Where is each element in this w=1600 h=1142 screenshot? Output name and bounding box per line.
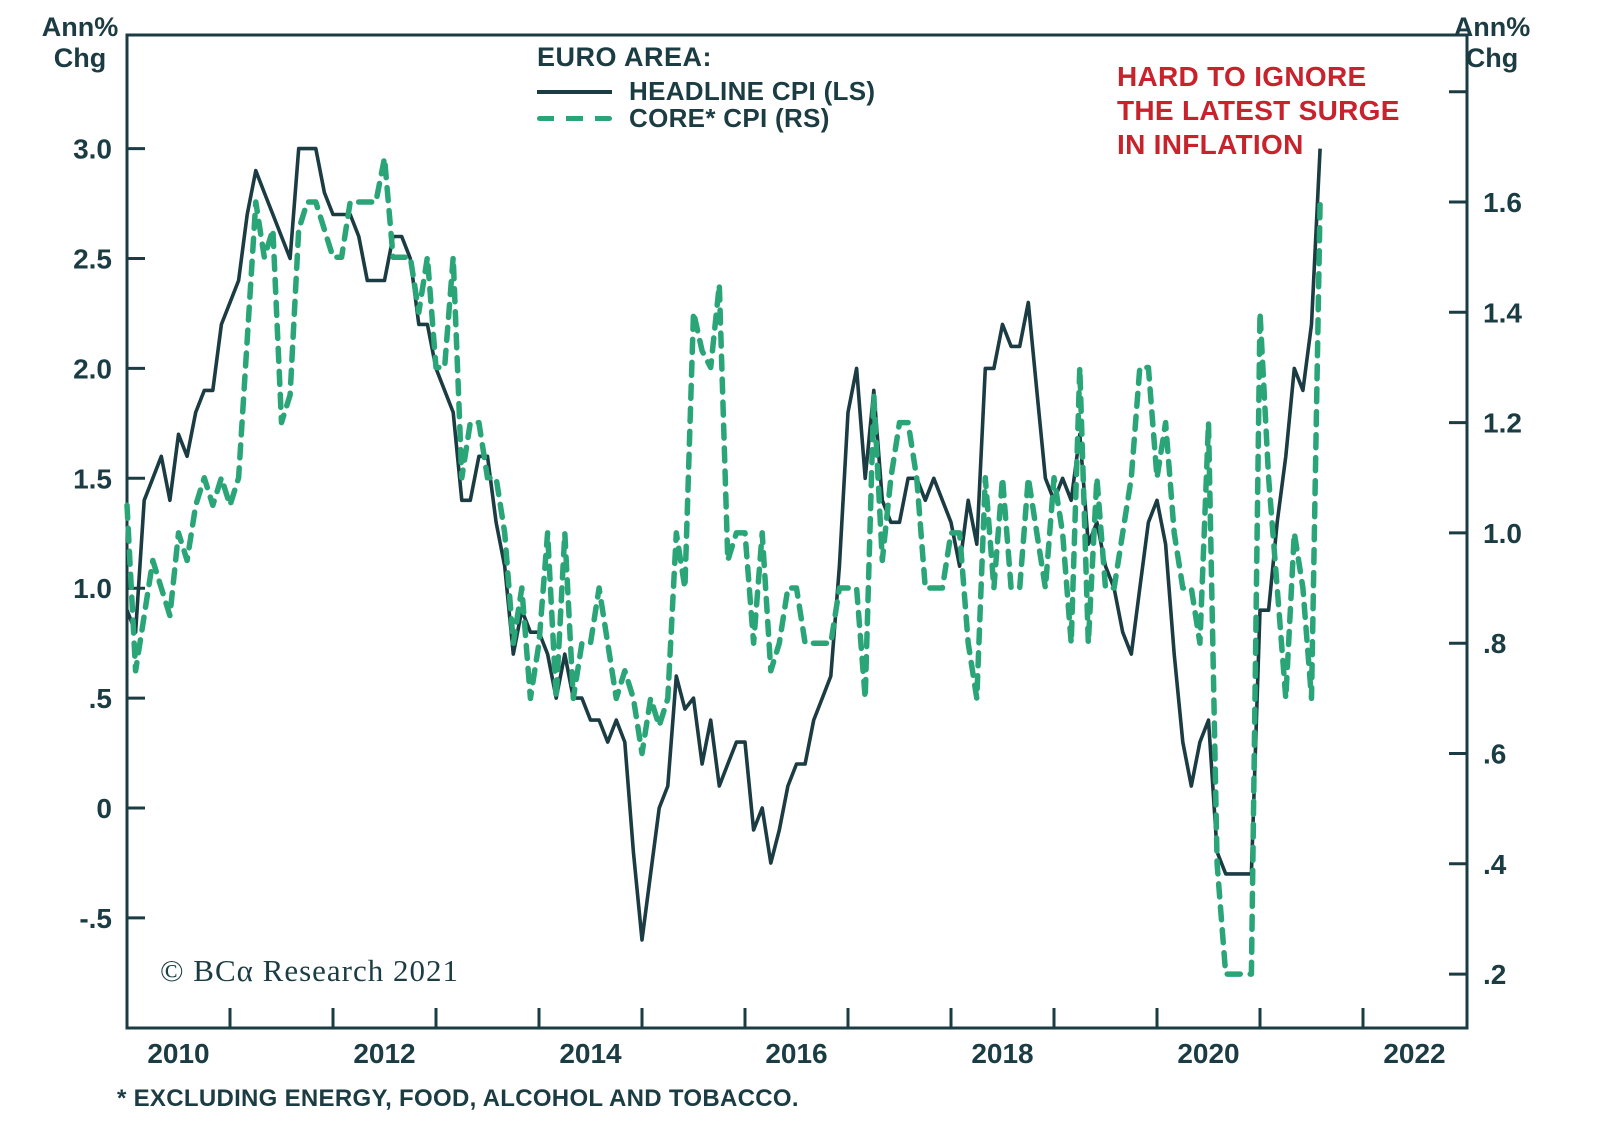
- annotation-line3: IN INFLATION: [1117, 129, 1304, 160]
- right-axis-tick-label: 1.0: [1483, 518, 1522, 549]
- annotation-line2: THE LATEST SURGE: [1117, 95, 1400, 126]
- right-axis-tick-label: .8: [1483, 628, 1506, 659]
- annotation-line1: HARD TO IGNORE: [1117, 61, 1367, 92]
- core-cpi-line: [124, 155, 1323, 977]
- left-axis-tick-label: 1.5: [73, 463, 112, 494]
- right-axis-units-line1: Ann%: [1453, 12, 1531, 42]
- left-axis-tick-label: 1.0: [73, 573, 112, 604]
- left-axis-units-line2: Chg: [53, 43, 107, 73]
- right-axis-units-label: Ann% Chg: [1450, 12, 1534, 74]
- left-axis-tick-label: -.5: [79, 903, 112, 934]
- left-axis-units-label: Ann% Chg: [38, 12, 122, 74]
- right-axis-tick-label: .6: [1483, 739, 1506, 770]
- left-axis-units-line1: Ann%: [41, 12, 119, 42]
- x-axis-year-label: 2020: [1177, 1038, 1239, 1069]
- x-axis-year-label: 2016: [765, 1038, 827, 1069]
- right-axis-tick-label: 1.2: [1483, 408, 1522, 439]
- x-axis-year-label: 2012: [353, 1038, 415, 1069]
- legend-label-headline: HEADLINE CPI (LS): [629, 76, 876, 106]
- right-axis-tick-label: 1.6: [1483, 187, 1522, 218]
- copyright: © BCα Research 2021: [160, 953, 459, 988]
- left-axis-tick-label: 3.0: [73, 134, 112, 165]
- annotation-text: HARD TO IGNORE THE LATEST SURGE IN INFLA…: [1117, 60, 1400, 162]
- plot-border: [125, 33, 1469, 1030]
- legend-row-core: CORE* CPI (RS): [537, 103, 875, 133]
- right-axis-tick-label: .4: [1483, 849, 1507, 880]
- right-axis-units-line2: Chg: [1465, 43, 1519, 73]
- headline-line-swatch: [537, 89, 612, 94]
- right-axis-tick-label: 1.4: [1483, 297, 1522, 328]
- legend: EURO AREA: HEADLINE CPI (LS) CORE* CPI (…: [537, 42, 876, 133]
- x-axis-year-label: 2018: [971, 1038, 1033, 1069]
- left-axis-tick-label: .5: [89, 683, 112, 714]
- core-line-swatch: [537, 116, 612, 121]
- legend-title: EURO AREA:: [537, 42, 713, 72]
- left-axis-tick-label: 0: [96, 793, 112, 824]
- legend-label-core: CORE* CPI (RS): [629, 103, 830, 133]
- x-axis-year-label: 2010: [147, 1038, 209, 1069]
- x-axis-year-label: 2014: [559, 1038, 622, 1069]
- left-axis-tick-label: 2.5: [73, 244, 112, 275]
- x-axis-year-label: 2022: [1383, 1038, 1445, 1069]
- right-axis-tick-label: .2: [1483, 959, 1506, 990]
- legend-row-headline: HEADLINE CPI (LS): [537, 76, 876, 106]
- left-axis-tick-label: 2.0: [73, 353, 112, 384]
- footnote: * EXCLUDING ENERGY, FOOD, ALCOHOL AND TO…: [117, 1085, 799, 1112]
- headline-cpi-line: [125, 146, 1322, 942]
